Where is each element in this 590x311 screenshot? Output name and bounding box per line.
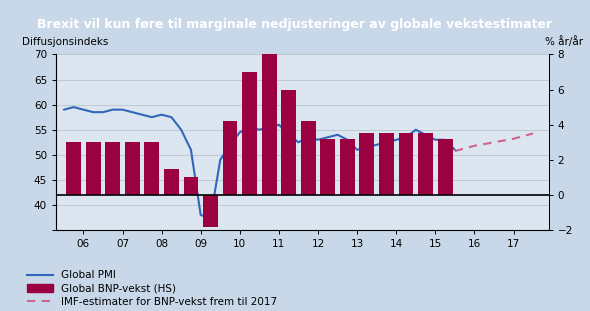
Bar [281,90,296,195]
Bar [203,195,218,227]
Bar [262,54,277,195]
Text: % år/år: % år/år [545,36,583,47]
Bar [340,139,355,195]
Bar [183,178,198,195]
Bar [418,133,433,195]
Bar [125,142,140,195]
Bar [164,169,179,195]
Bar [438,139,453,195]
Bar [86,142,101,195]
Bar [359,133,374,195]
Bar [145,142,159,195]
Legend: Global PMI, Global BNP-vekst (HS), IMF-estimater for BNP-vekst frem til 2017: Global PMI, Global BNP-vekst (HS), IMF-e… [27,271,277,307]
Bar [222,121,237,195]
Bar [320,139,335,195]
Bar [106,142,120,195]
Text: Brexit vil kun føre til marginale nedjusteringer av globale vekstestimater: Brexit vil kun føre til marginale nedjus… [37,18,553,30]
Bar [399,133,414,195]
Bar [242,72,257,195]
Bar [301,121,316,195]
Text: Diffusjonsindeks: Diffusjonsindeks [22,37,108,47]
Bar [66,142,81,195]
Bar [379,133,394,195]
